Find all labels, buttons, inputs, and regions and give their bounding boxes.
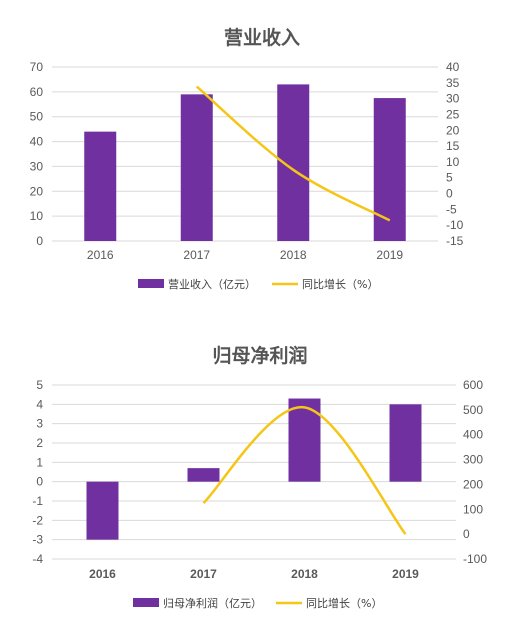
y-tick-label: 0	[36, 475, 43, 489]
x-tick-label: 2019	[376, 248, 403, 262]
x-tick-label: 2016	[87, 248, 114, 262]
y-tick-label: -4	[32, 552, 43, 566]
y-tick-label: 3	[36, 417, 43, 431]
chart-legend: 归母净利润（亿元） 同比增长（%）	[133, 596, 382, 610]
legend-label: 同比增长（%）	[306, 596, 382, 610]
y2-tick-label: 20	[446, 123, 460, 137]
y2-tick-label: 0	[463, 527, 470, 541]
y-tick-label: 0	[36, 234, 43, 248]
y-tick-label: 4	[36, 397, 43, 411]
chart-legend: 营业收入（亿元） 同比增长（%）	[138, 277, 378, 291]
y-tick-label: -2	[32, 513, 43, 527]
legend-label: 归母净利润（亿元）	[163, 596, 262, 610]
y2-tick-label: 100	[463, 502, 483, 516]
y-tick-label: 1	[36, 455, 43, 469]
y2-tick-label: 10	[446, 155, 460, 169]
y2-tick-label: 200	[463, 477, 483, 491]
y2-tick-label: 5	[446, 171, 453, 185]
y-tick-label: 30	[30, 159, 44, 173]
growth-line	[202, 406, 407, 535]
x-tick-label: 2019	[392, 567, 419, 581]
x-tick-label: 2017	[190, 567, 217, 581]
bar	[86, 481, 119, 540]
bar	[180, 94, 213, 241]
y2-tick-label: 600	[463, 378, 483, 392]
y-tick-label: 50	[30, 110, 44, 124]
y2-tick-label: 35	[446, 76, 460, 90]
y-tick-label: 5	[36, 378, 43, 392]
bar	[84, 131, 117, 241]
y2-tick-label: 400	[463, 428, 483, 442]
y2-tick-label: -100	[463, 552, 487, 566]
y2-tick-label: 0	[446, 187, 453, 201]
bar	[187, 468, 220, 482]
y2-tick-label: 40	[446, 60, 460, 74]
y2-tick-label: -10	[446, 218, 464, 232]
y2-tick-label: 30	[446, 92, 460, 106]
x-tick-label: 2016	[89, 567, 116, 581]
legend-label: 同比增长（%）	[302, 277, 378, 291]
y-tick-label: -3	[32, 533, 43, 547]
net-profit-chart: 归母净利润 -4 -3 -2 -1 0 1 2 3 4 5 -100 0 100 200 300 400 50…	[32, 344, 487, 610]
y2-tick-label: 15	[446, 139, 460, 153]
chart-title: 营业收入	[224, 26, 300, 49]
bar	[389, 404, 422, 482]
y-tick-label: 60	[30, 85, 44, 99]
y2-tick-label: 25	[446, 107, 460, 121]
chart-title: 归母净利润	[212, 344, 307, 367]
y-tick-label: -1	[32, 494, 43, 508]
y-tick-label: 20	[30, 184, 44, 198]
y2-tick-label: -5	[446, 202, 457, 216]
growth-line	[195, 85, 391, 222]
legend-swatch-bar	[138, 279, 164, 288]
x-tick-label: 2018	[280, 248, 307, 262]
x-tick-label: 2017	[183, 248, 210, 262]
y-tick-label: 40	[30, 135, 44, 149]
y-tick-label: 10	[30, 209, 44, 223]
y2-tick-label: 500	[463, 403, 483, 417]
y-tick-label: 2	[36, 436, 43, 450]
y-tick-label: 70	[30, 60, 44, 74]
y2-tick-label: 300	[463, 453, 483, 467]
bar	[373, 98, 406, 241]
y2-tick-label: -15	[446, 234, 464, 248]
legend-swatch-bar	[133, 598, 159, 607]
x-tick-label: 2018	[291, 567, 318, 581]
legend-label: 营业收入（亿元）	[168, 277, 256, 291]
